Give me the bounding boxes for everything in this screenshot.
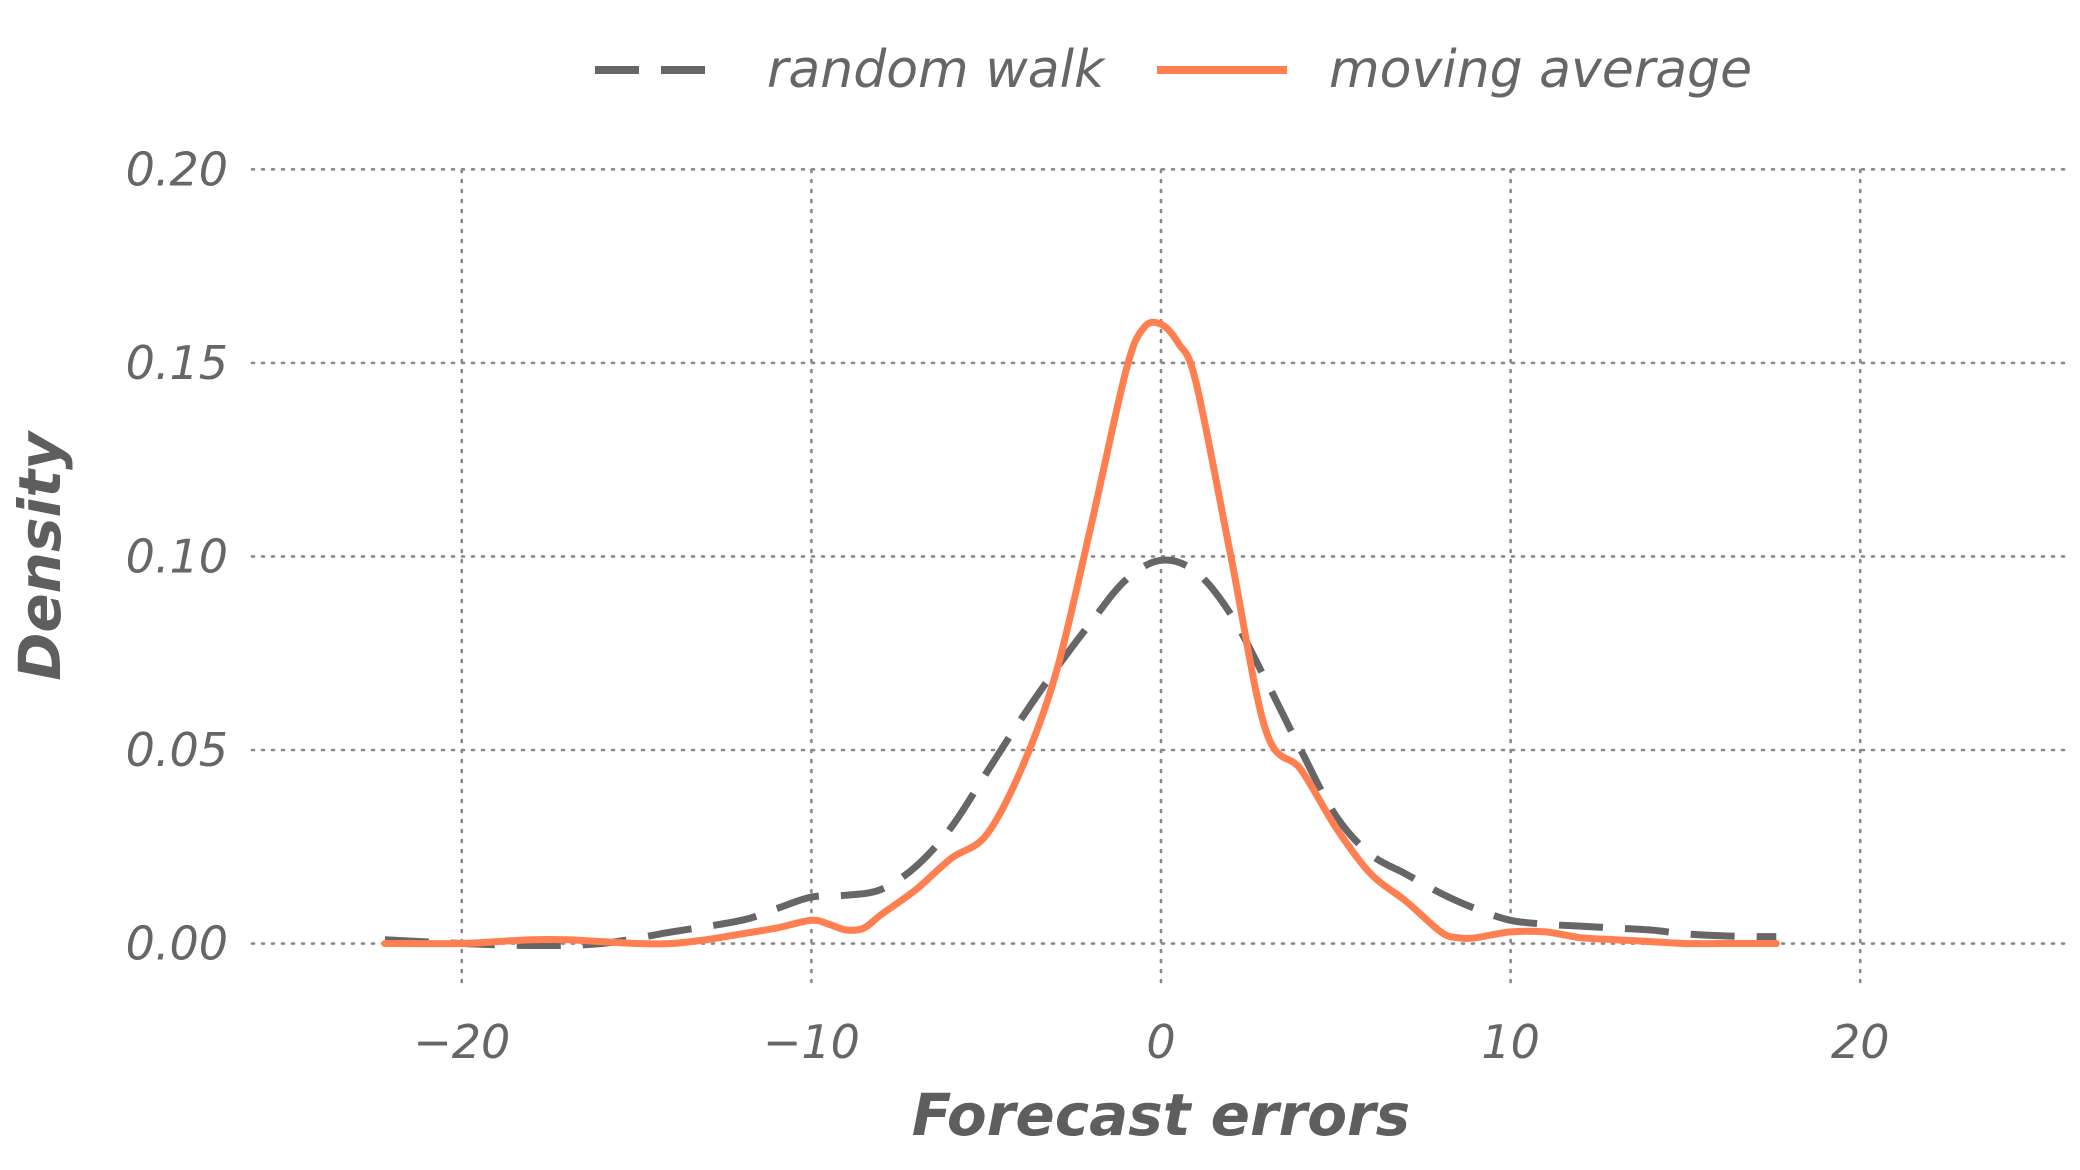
legend-label: moving average	[1329, 40, 1752, 100]
x-tick-label: −10	[763, 1015, 860, 1069]
x-tick-label: −20	[413, 1015, 510, 1069]
y-axis-title: Density	[6, 430, 74, 681]
x-axis-ticks: −20 −10 0 10 20	[413, 1015, 1889, 1069]
y-tick-label: 0.20	[126, 142, 228, 196]
x-tick-label: 0	[1146, 1015, 1175, 1069]
legend-label: random walk	[767, 40, 1106, 100]
x-tick-label: 10	[1481, 1015, 1540, 1069]
x-axis-title: Forecast errors	[912, 1081, 1410, 1149]
grid	[250, 168, 2072, 992]
y-tick-label: 0.05	[126, 723, 228, 777]
y-tick-label: 0.00	[126, 917, 228, 971]
series-line-random-walk	[384, 556, 1777, 950]
legend: random walk moving average	[595, 40, 1752, 100]
x-tick-label: 20	[1831, 1015, 1890, 1069]
y-axis-ticks: 0.00 0.05 0.10 0.15 0.20	[126, 142, 228, 970]
series-line-moving-average	[381, 318, 1780, 948]
series-group	[381, 318, 1780, 950]
y-tick-label: 0.15	[126, 336, 228, 390]
y-tick-label: 0.10	[126, 529, 228, 583]
